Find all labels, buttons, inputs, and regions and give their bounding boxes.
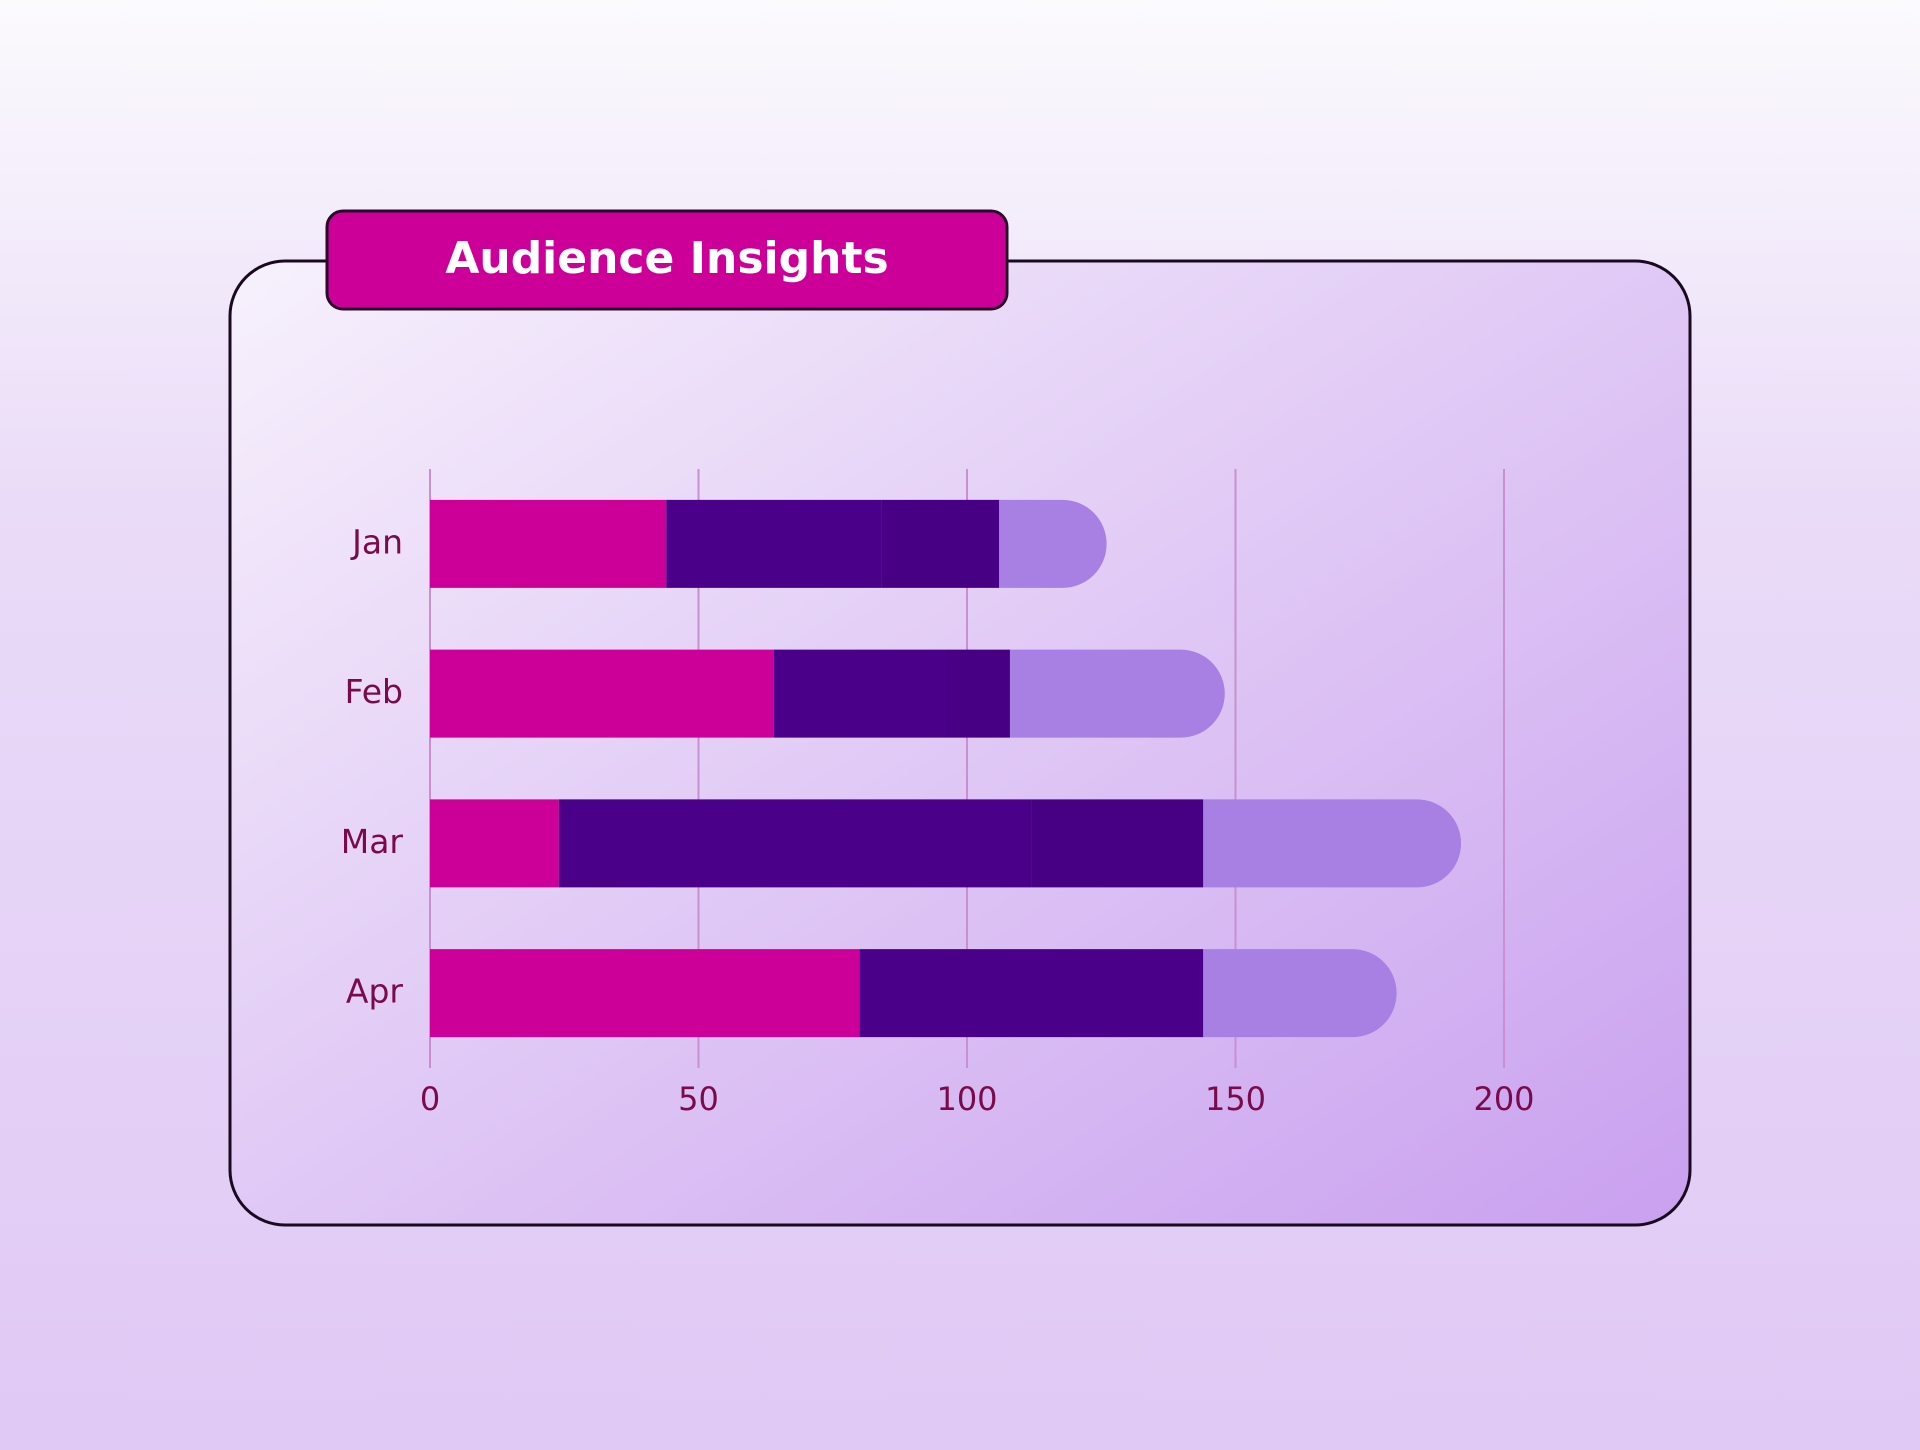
y-tick-label: Feb	[345, 672, 403, 711]
bar-segment	[430, 799, 559, 888]
y-tick-label: Mar	[341, 822, 404, 861]
bar-segment	[430, 499, 667, 588]
bar-segment	[558, 799, 1032, 888]
x-tick-label: 50	[678, 1080, 719, 1118]
bar-segment	[666, 499, 882, 588]
bar-segment	[881, 499, 1000, 588]
bar-segment	[1009, 649, 1225, 738]
bar-segment	[999, 499, 1107, 588]
x-tick-label: 150	[1205, 1080, 1266, 1118]
y-tick-label: Jan	[350, 522, 403, 561]
x-tick-label: 100	[936, 1080, 997, 1118]
bar-segment	[945, 649, 1010, 738]
bar-segment	[1203, 799, 1462, 888]
bar-segment	[1031, 799, 1204, 888]
y-tick-label: Apr	[346, 972, 404, 1011]
title-tab	[325, 209, 1009, 311]
bar-segment	[773, 649, 946, 738]
bar-segment	[430, 949, 860, 1038]
bars	[430, 499, 1462, 1038]
bar-segment	[859, 949, 1204, 1038]
x-tick-label: 200	[1473, 1080, 1534, 1118]
chart-title: Audience Insights	[445, 233, 888, 284]
bar-segment	[430, 649, 774, 738]
x-tick-label: 0	[420, 1080, 440, 1118]
bar-segment	[1203, 949, 1397, 1038]
